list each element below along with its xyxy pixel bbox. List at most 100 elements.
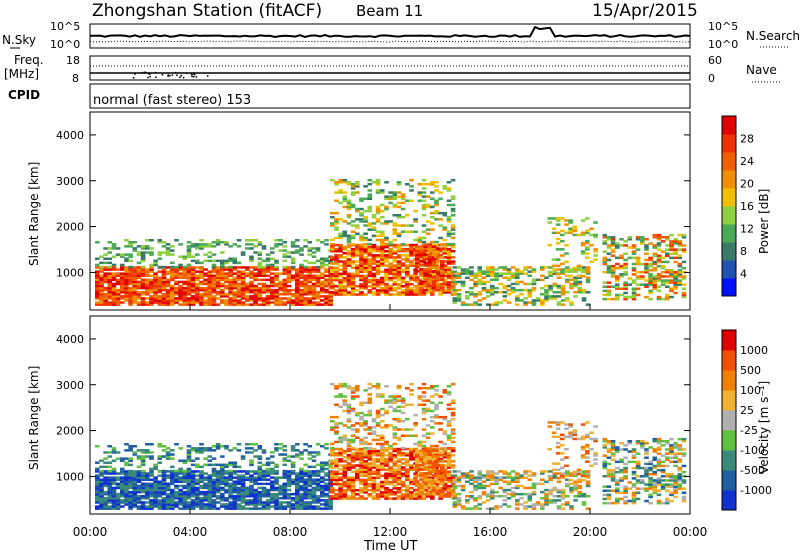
power-cell [660, 260, 666, 264]
power-cell [170, 284, 175, 288]
power-cell [165, 243, 171, 246]
velocity-cell [400, 466, 406, 469]
velocity-cell [211, 501, 217, 504]
power-cell [580, 219, 586, 222]
power-cell [392, 293, 398, 296]
velocity-cell [274, 480, 279, 483]
velocity-cell [350, 451, 356, 455]
power-cell [355, 191, 360, 194]
power-cell [527, 291, 533, 294]
power-cell [350, 191, 356, 194]
velocity-cell [427, 467, 433, 471]
power-cell [290, 293, 296, 296]
freq-panel [89, 55, 691, 81]
velocity-cell [460, 488, 466, 492]
velocity-cell [249, 451, 254, 454]
power-cell [132, 278, 138, 282]
power-cell [128, 286, 133, 290]
velocity-cell [338, 405, 343, 409]
velocity-cell [371, 491, 377, 494]
power-cell [334, 250, 339, 253]
power-cell [334, 256, 339, 259]
velocity-cell [334, 480, 339, 484]
power-cell [203, 291, 208, 294]
power-cell [548, 297, 553, 300]
velocity-cell [153, 505, 158, 508]
velocity-cell [132, 486, 138, 490]
power-cell [665, 236, 670, 239]
velocity-cell [299, 501, 304, 504]
velocity-cell [270, 495, 275, 498]
velocity-cell [249, 484, 254, 488]
velocity-cell [320, 480, 325, 483]
velocity-cell [405, 484, 410, 488]
power-cell [481, 282, 487, 286]
power-cell [261, 247, 267, 250]
power-cell [249, 297, 254, 300]
power-cell [681, 291, 687, 295]
power-cell [199, 297, 204, 300]
power-cell [132, 291, 138, 294]
velocity-cell [132, 453, 138, 456]
power-cell [232, 268, 238, 271]
velocity-cell [182, 461, 188, 464]
power-cell [265, 263, 271, 267]
power-cell [681, 233, 687, 237]
power-cell [652, 275, 658, 278]
power-cell [427, 249, 433, 252]
power-cell [380, 252, 385, 255]
velocity-cell [334, 440, 339, 444]
power-cell [355, 252, 360, 255]
power-cell [442, 245, 448, 249]
power-cell [417, 199, 423, 202]
power-cell [515, 282, 520, 286]
power-cell [473, 274, 478, 277]
velocity-cell [442, 415, 448, 419]
power-cell [261, 259, 267, 263]
velocity-cell [286, 478, 292, 481]
power-cell [240, 280, 246, 284]
velocity-cell [427, 478, 433, 481]
velocity-cell [427, 488, 433, 492]
velocity-cell [170, 474, 175, 477]
velocity-cell [249, 495, 254, 498]
power-cell [330, 250, 335, 253]
velocity-cell [434, 389, 439, 392]
power-cell [286, 251, 292, 254]
power-cell [363, 264, 368, 267]
power-cell [427, 270, 433, 273]
velocity-cell [450, 489, 456, 492]
power-cell [556, 301, 562, 304]
velocity-cell [249, 474, 254, 477]
velocity-cell [220, 469, 225, 473]
power-cell [311, 301, 317, 304]
power-cell [569, 303, 574, 306]
power-cell [396, 276, 402, 280]
power-cell [673, 271, 678, 274]
cpid-panel [89, 83, 691, 109]
velocity-cell [253, 480, 258, 483]
power-cell [606, 289, 612, 293]
velocity-cell [161, 499, 167, 502]
power-cell [282, 301, 288, 304]
velocity-cell [203, 486, 208, 490]
velocity-cell [299, 478, 304, 481]
velocity-cell [367, 468, 373, 471]
velocity-cell [388, 497, 393, 500]
velocity-cell [190, 495, 196, 498]
power-cell [338, 278, 343, 282]
power-cell [427, 255, 433, 259]
velocity-cell [199, 476, 204, 479]
velocity-cell [182, 480, 188, 483]
velocity-cell [253, 495, 258, 498]
power-cell [673, 238, 678, 241]
velocity-cell [161, 507, 167, 510]
velocity-cell [346, 411, 352, 415]
velocity-cell [446, 493, 452, 496]
velocity-cell [409, 468, 414, 471]
velocity-cell [363, 474, 368, 478]
velocity-cell [232, 447, 238, 450]
velocity-cell [282, 474, 288, 477]
power-cell [434, 240, 439, 244]
power-cell [149, 291, 154, 294]
